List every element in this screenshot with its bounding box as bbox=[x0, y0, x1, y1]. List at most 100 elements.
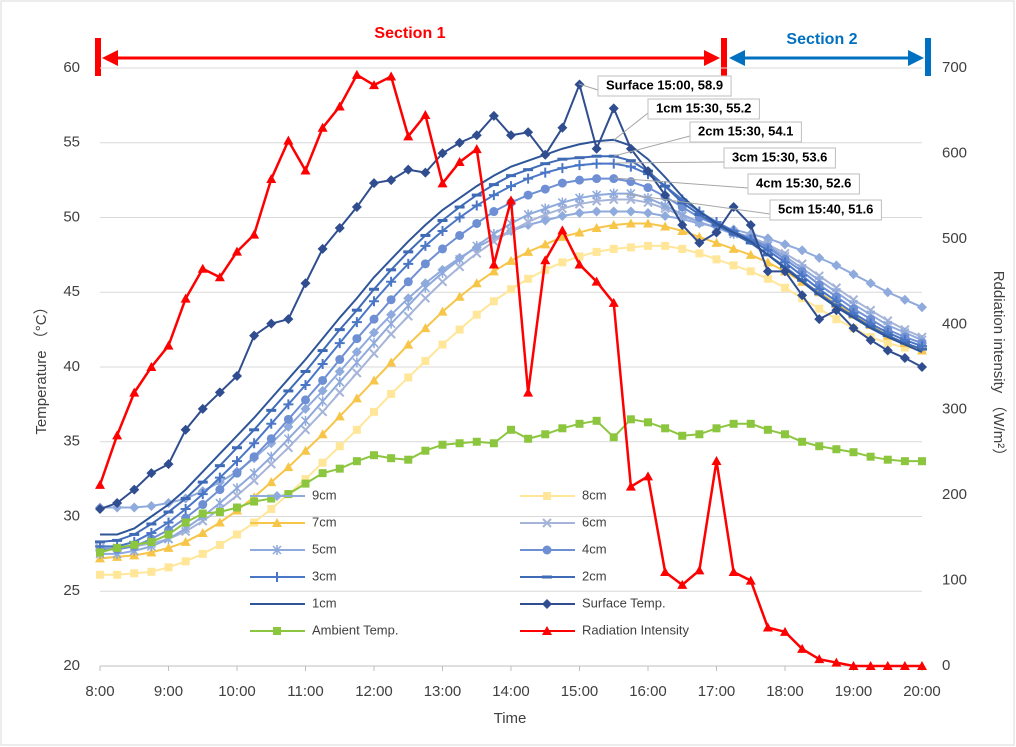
marker bbox=[677, 219, 688, 230]
marker bbox=[574, 160, 585, 171]
marker bbox=[283, 314, 294, 325]
marker bbox=[660, 221, 671, 231]
marker bbox=[369, 338, 379, 349]
marker bbox=[694, 231, 705, 241]
x-tick-label: 11:00 bbox=[287, 683, 323, 700]
marker bbox=[181, 557, 190, 566]
marker bbox=[437, 225, 448, 236]
marker bbox=[592, 174, 602, 184]
marker bbox=[437, 178, 448, 188]
y2-tick-label: 100 bbox=[942, 572, 967, 589]
x-tick-label: 13:00 bbox=[424, 683, 462, 700]
x-tick-label: 14:00 bbox=[492, 683, 530, 700]
marker bbox=[386, 295, 396, 305]
legend-label: Ambient Temp. bbox=[312, 622, 398, 637]
marker bbox=[283, 443, 294, 453]
marker bbox=[403, 293, 414, 304]
marker bbox=[146, 468, 157, 479]
marker bbox=[249, 452, 259, 462]
callout-leader bbox=[613, 177, 749, 189]
marker bbox=[678, 244, 687, 253]
marker bbox=[745, 219, 756, 230]
marker bbox=[677, 225, 688, 235]
marker bbox=[711, 227, 722, 238]
marker bbox=[626, 177, 636, 187]
marker bbox=[797, 290, 808, 301]
y2-tick-label: 400 bbox=[942, 315, 967, 332]
marker bbox=[608, 206, 619, 217]
marker bbox=[745, 249, 756, 259]
marker bbox=[437, 148, 448, 159]
section-label: Section 2 bbox=[786, 31, 857, 48]
marker bbox=[267, 494, 276, 503]
marker bbox=[233, 530, 241, 539]
legend-label: Radiation Intensity bbox=[582, 622, 689, 637]
marker bbox=[746, 267, 755, 276]
marker bbox=[272, 491, 282, 501]
marker bbox=[334, 366, 345, 377]
marker bbox=[832, 445, 841, 454]
y-tick-label: 55 bbox=[63, 134, 80, 151]
marker bbox=[317, 243, 328, 254]
legend-label: 1cm bbox=[312, 595, 337, 610]
marker bbox=[283, 414, 293, 424]
marker bbox=[250, 497, 259, 506]
marker bbox=[591, 276, 602, 286]
legend-label: Surface Temp. bbox=[582, 595, 666, 610]
marker bbox=[129, 484, 140, 495]
marker bbox=[266, 318, 277, 329]
marker bbox=[164, 530, 173, 539]
marker bbox=[318, 458, 327, 467]
marker bbox=[781, 283, 789, 292]
marker bbox=[746, 419, 755, 428]
marker bbox=[814, 314, 825, 325]
marker bbox=[249, 330, 260, 341]
marker bbox=[814, 252, 825, 263]
x-tick-label: 20:00 bbox=[903, 683, 941, 700]
marker bbox=[625, 218, 636, 228]
marker bbox=[163, 517, 174, 528]
marker bbox=[917, 362, 927, 372]
section-arrows bbox=[95, 38, 931, 76]
marker bbox=[557, 163, 568, 174]
marker bbox=[266, 434, 276, 444]
marker bbox=[540, 203, 550, 214]
marker bbox=[849, 448, 858, 457]
marker bbox=[232, 246, 242, 256]
marker bbox=[574, 193, 585, 204]
marker bbox=[163, 340, 174, 350]
marker bbox=[403, 277, 413, 287]
marker bbox=[524, 434, 533, 443]
y-tick-label: 60 bbox=[63, 59, 80, 76]
marker bbox=[643, 193, 653, 204]
marker bbox=[300, 403, 311, 414]
callout-leader bbox=[578, 83, 599, 91]
marker bbox=[728, 243, 739, 253]
marker bbox=[163, 542, 174, 552]
marker bbox=[301, 395, 310, 405]
marker bbox=[455, 254, 465, 265]
marker bbox=[643, 218, 653, 228]
marker bbox=[506, 181, 516, 192]
marker bbox=[454, 212, 465, 223]
marker bbox=[300, 278, 311, 289]
marker bbox=[334, 338, 345, 349]
marker bbox=[882, 661, 893, 670]
marker bbox=[660, 567, 671, 577]
marker bbox=[232, 370, 242, 381]
marker bbox=[300, 425, 311, 435]
marker bbox=[899, 661, 910, 670]
marker bbox=[454, 137, 465, 148]
marker bbox=[506, 130, 516, 141]
marker bbox=[471, 130, 482, 141]
marker bbox=[574, 259, 585, 269]
marker bbox=[369, 375, 379, 385]
marker bbox=[404, 373, 413, 382]
marker bbox=[848, 661, 859, 670]
marker bbox=[831, 260, 842, 271]
marker bbox=[334, 101, 345, 111]
marker bbox=[729, 261, 738, 270]
marker bbox=[386, 276, 397, 287]
marker bbox=[883, 455, 892, 464]
